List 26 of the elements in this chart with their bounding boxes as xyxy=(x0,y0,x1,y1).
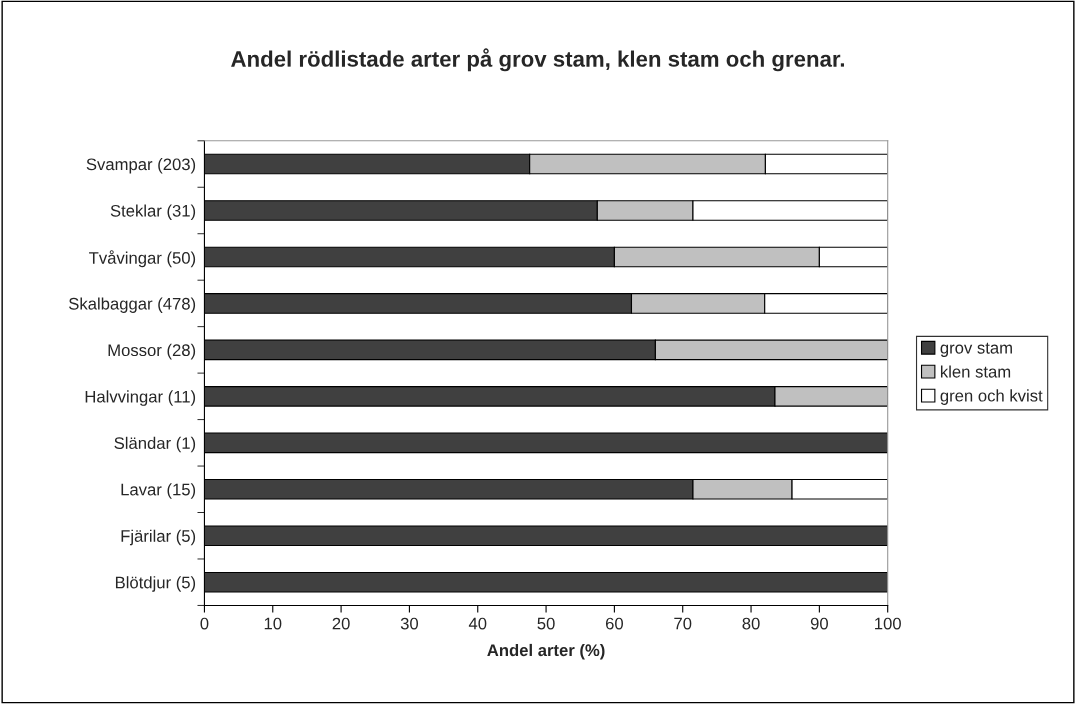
x-axis-title: Andel arter (%) xyxy=(487,643,605,660)
x-tick-label: 10 xyxy=(264,617,282,630)
y-tick-label: Mossor (28) xyxy=(108,343,196,360)
x-tick-label: 50 xyxy=(537,617,555,630)
y-tick-label: Skalbaggar (478) xyxy=(69,297,196,313)
y-tick-label: Tvåvingar (50) xyxy=(89,250,196,268)
x-tick-label: 30 xyxy=(400,617,419,630)
y-tick-label: Blötdjur (5) xyxy=(115,576,196,592)
chart-title: Andel rödlistade arter på grov stam, klen stam och grenar. xyxy=(231,48,844,72)
x-tick-label: 60 xyxy=(605,617,624,630)
y-tick-label: Svampar (203) xyxy=(86,157,196,174)
legend-label: gren och kvist xyxy=(940,389,1043,405)
x-tick-label: 80 xyxy=(742,617,760,630)
x-tick-label: 100 xyxy=(875,617,901,630)
x-tick-label: 40 xyxy=(468,617,487,630)
y-tick-label: Fjärilar (5) xyxy=(121,529,196,546)
x-tick-label: 70 xyxy=(674,617,692,630)
x-tick-label: 0 xyxy=(200,617,209,630)
y-tick-label: Halvvingar (11) xyxy=(85,390,196,406)
y-tick-label: Steklar (31) xyxy=(110,204,196,220)
y-tick-label: Sländar (1) xyxy=(114,436,196,453)
x-tick-label: 90 xyxy=(810,617,828,630)
legend-label: klen stam xyxy=(940,365,1011,378)
legend-label: grov stam xyxy=(940,342,1012,357)
y-tick-label: Lavar (15) xyxy=(121,483,196,499)
x-tick-label: 20 xyxy=(332,617,350,630)
